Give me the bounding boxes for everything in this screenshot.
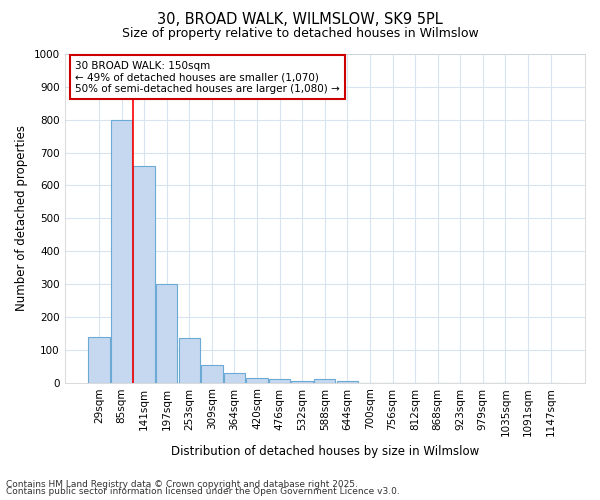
X-axis label: Distribution of detached houses by size in Wilmslow: Distribution of detached houses by size …	[170, 444, 479, 458]
Bar	[246, 378, 268, 382]
Y-axis label: Number of detached properties: Number of detached properties	[15, 126, 28, 312]
Bar	[179, 338, 200, 382]
Text: Contains public sector information licensed under the Open Government Licence v3: Contains public sector information licen…	[6, 487, 400, 496]
Bar	[88, 336, 110, 382]
Bar	[111, 120, 132, 382]
Bar	[269, 380, 290, 382]
Bar	[314, 380, 335, 382]
Text: 30, BROAD WALK, WILMSLOW, SK9 5PL: 30, BROAD WALK, WILMSLOW, SK9 5PL	[157, 12, 443, 28]
Text: Contains HM Land Registry data © Crown copyright and database right 2025.: Contains HM Land Registry data © Crown c…	[6, 480, 358, 489]
Text: 30 BROAD WALK: 150sqm
← 49% of detached houses are smaller (1,070)
50% of semi-d: 30 BROAD WALK: 150sqm ← 49% of detached …	[75, 60, 340, 94]
Bar	[224, 372, 245, 382]
Text: Size of property relative to detached houses in Wilmslow: Size of property relative to detached ho…	[122, 28, 478, 40]
Bar	[156, 284, 178, 382]
Bar	[292, 381, 313, 382]
Bar	[133, 166, 155, 382]
Bar	[201, 366, 223, 382]
Bar	[337, 381, 358, 382]
